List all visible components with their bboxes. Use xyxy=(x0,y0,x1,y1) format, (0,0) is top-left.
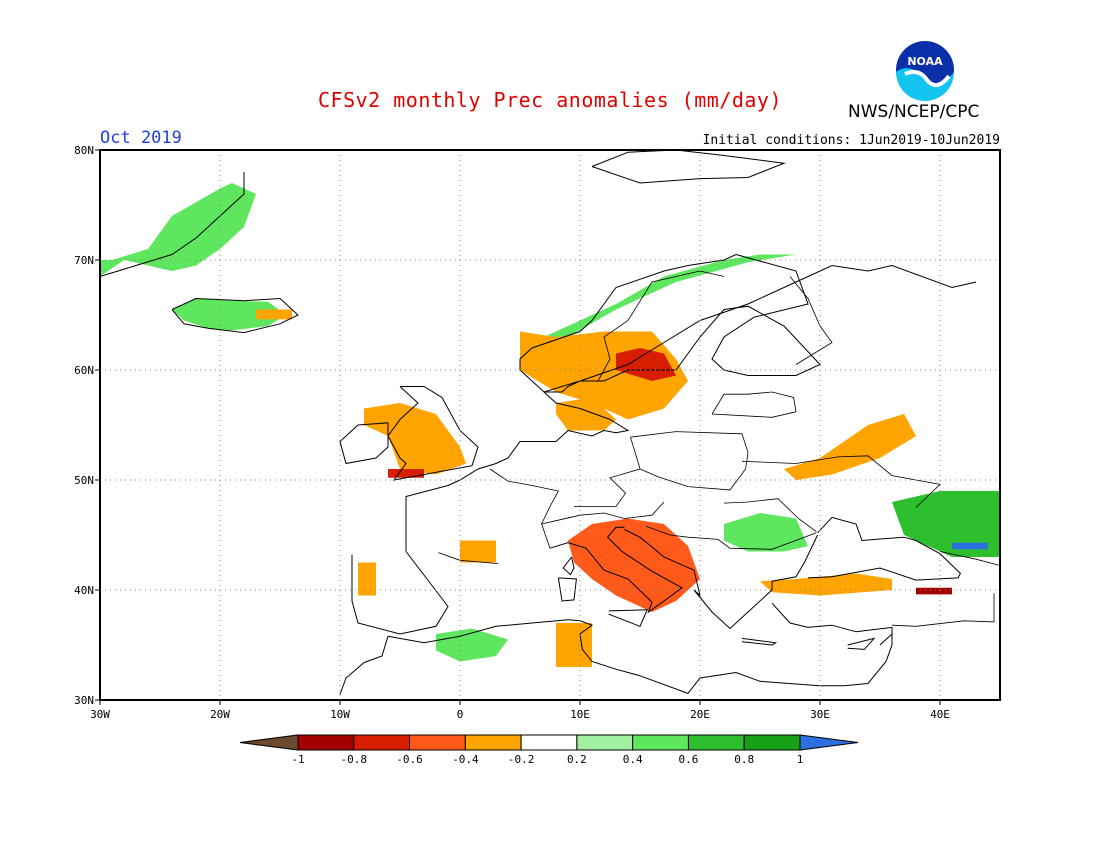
coastline-great-britain xyxy=(387,386,479,481)
lon-tick-label: 20W xyxy=(210,708,230,721)
anomaly-iceland xyxy=(172,298,286,331)
coastline-corsica xyxy=(562,556,575,576)
map-content xyxy=(100,150,1048,695)
lat-tick-label: 80N xyxy=(74,144,94,157)
lat-tick-label: 40N xyxy=(74,584,94,597)
coastline-north-africa xyxy=(387,619,893,694)
coastline-greenland-east xyxy=(100,172,245,277)
colorbar-segment xyxy=(576,734,634,751)
map-frame xyxy=(99,149,1001,701)
colorbar-segment xyxy=(632,734,689,751)
lat-tick-label: 60N xyxy=(74,364,94,377)
border-poland-east xyxy=(630,431,749,491)
colorbar-tick-label: 0.6 xyxy=(679,753,699,766)
coastline-caspian-west xyxy=(1024,535,1048,590)
forecast-month: Oct 2019 xyxy=(100,128,182,148)
coastline-sicily xyxy=(608,609,648,627)
colorbar-tick-label: -0.6 xyxy=(396,753,423,766)
anomaly-france-south-dry xyxy=(460,540,496,563)
anomaly-italy-rim-dry xyxy=(568,518,700,612)
border-russia-finland xyxy=(789,276,833,365)
border-caucasus xyxy=(939,551,1000,566)
colorbar-segment xyxy=(353,734,411,751)
colorbar-segment xyxy=(297,734,355,751)
coastline-europe-north xyxy=(351,253,977,635)
colorbar-segment xyxy=(743,734,801,751)
anomaly-balkans-wet xyxy=(724,513,808,552)
lon-tick-label: 20E xyxy=(690,708,710,721)
chart-title: CFSv2 monthly Prec anomalies (mm/day) xyxy=(317,88,783,112)
coastline-crete xyxy=(741,637,778,646)
coastline-sardinia xyxy=(557,577,577,602)
noaa-logo-icon: NOAA xyxy=(894,39,956,101)
colorbar-tick-label: -0.2 xyxy=(508,753,535,766)
lon-tick-label: 10E xyxy=(570,708,590,721)
colorbar-arrow-low xyxy=(239,734,299,751)
border-belarus-ukraine xyxy=(741,455,941,508)
border-france-east xyxy=(489,468,560,549)
border-turkey-east xyxy=(891,593,995,627)
initial-conditions: Initial conditions: 1Jun2019-10Jun2019 xyxy=(702,133,1000,148)
border-germany-east xyxy=(574,436,641,507)
coastline-turkey-south xyxy=(771,602,893,646)
lon-tick-label: 30E xyxy=(810,708,830,721)
border-alps xyxy=(541,501,665,525)
lon-tick-label: 40E xyxy=(930,708,950,721)
coastline-morocco-atlantic xyxy=(339,636,389,695)
coastline-italy xyxy=(549,526,683,614)
lat-tick-label: 50N xyxy=(74,474,94,487)
anomaly-russia-southeast-wet xyxy=(892,491,1000,557)
logo-text: NOAA xyxy=(907,55,943,68)
coastline-black-sea xyxy=(807,516,962,581)
anomaly-sweden-core-dry xyxy=(616,348,676,381)
anomaly-tunisia-dry xyxy=(556,623,592,667)
anomaly-cornwall-dry xyxy=(388,469,424,478)
anomaly-turkey-east-dry xyxy=(916,587,952,595)
lon-tick-label: 0 xyxy=(457,708,464,721)
colorbar-tick-label: 0.4 xyxy=(623,753,643,766)
anomaly-caspian-blue xyxy=(952,542,988,550)
anomaly-iceland-east-dry xyxy=(256,309,292,320)
colorbar-tick-label: -0.8 xyxy=(341,753,368,766)
lat-tick-label: 70N xyxy=(74,254,94,267)
colorbar-segment xyxy=(409,734,466,751)
credit-label: NWS/NCEP/CPC xyxy=(848,102,980,122)
coastline-iceland xyxy=(171,297,299,334)
colorbar-tick-label: -1 xyxy=(291,753,304,766)
coastline-ireland xyxy=(339,422,389,465)
colorbar-tick-label: -0.4 xyxy=(452,753,479,766)
lon-tick-label: 30W xyxy=(90,708,110,721)
colorbar-tick-label: 0.8 xyxy=(734,753,754,766)
coastline-cyprus xyxy=(847,637,876,650)
anomaly-denmark-dry xyxy=(556,397,616,431)
lat-tick-label: 30N xyxy=(74,694,94,707)
coastline-balkans xyxy=(624,529,819,630)
anomaly-algeria-wet xyxy=(436,628,508,662)
colorbar-tick-label: 1 xyxy=(797,753,804,766)
border-romania-ukraine xyxy=(723,498,817,533)
colorbar-segment xyxy=(687,734,745,751)
lon-tick-label: 10W xyxy=(330,708,350,721)
border-balkan-interior xyxy=(645,525,817,550)
coastline-svalbard xyxy=(591,150,786,184)
colorbar-segment xyxy=(520,734,578,751)
anomaly-iberia-dry xyxy=(358,562,376,596)
colorbar-segment xyxy=(464,734,522,751)
colorbar-arrow-high xyxy=(799,734,859,751)
border-baltic-states xyxy=(711,391,797,418)
anomaly-turkey-dry xyxy=(760,573,892,596)
colorbar-tick-label: 0.2 xyxy=(567,753,587,766)
anomaly-greenland xyxy=(100,183,256,277)
anomaly-ireland-uk-dry xyxy=(364,403,466,475)
anomaly-ukraine-dry xyxy=(784,414,916,480)
